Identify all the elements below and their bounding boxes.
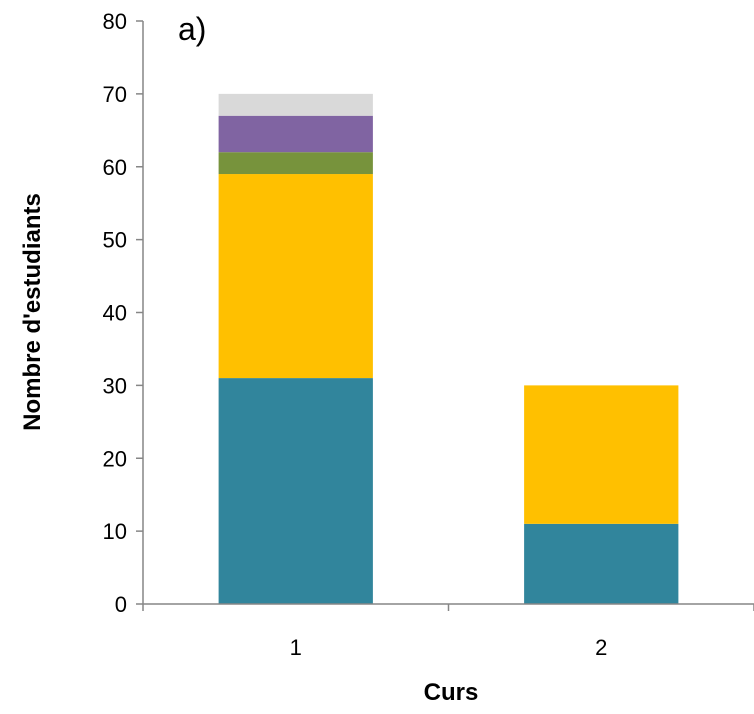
- panel-label: a): [178, 11, 206, 47]
- y-tick-label: 70: [103, 82, 127, 107]
- y-ticks-group: 0 10 20 30 40 50 60 70 80: [103, 9, 143, 617]
- bar-segment-cat2-series2: [524, 385, 679, 524]
- bar-segment-cat1-series5: [218, 93, 373, 116]
- y-tick-label: 0: [115, 592, 127, 617]
- y-tick-label: 50: [103, 228, 127, 253]
- bar-segment-cat1-series3: [218, 152, 373, 175]
- bars-group: [218, 93, 679, 604]
- y-tick-label: 10: [103, 519, 127, 544]
- bar-segment-cat2-series1: [524, 523, 679, 604]
- bar-segment-cat1-series2: [218, 174, 373, 379]
- y-tick-label: 80: [103, 9, 127, 34]
- y-tick-label: 30: [103, 373, 127, 398]
- y-tick-label: 60: [103, 155, 127, 180]
- bar-segment-cat1-series1: [218, 378, 373, 604]
- x-tick-label: 2: [595, 635, 607, 660]
- x-axis-title: Curs: [424, 679, 479, 706]
- y-tick-label: 40: [103, 301, 127, 326]
- bar-segment-cat1-series4: [218, 115, 373, 153]
- y-tick-label: 20: [103, 446, 127, 471]
- x-tick-label: 1: [290, 635, 302, 660]
- y-axis-title: Nombre d'estudiants: [19, 193, 46, 431]
